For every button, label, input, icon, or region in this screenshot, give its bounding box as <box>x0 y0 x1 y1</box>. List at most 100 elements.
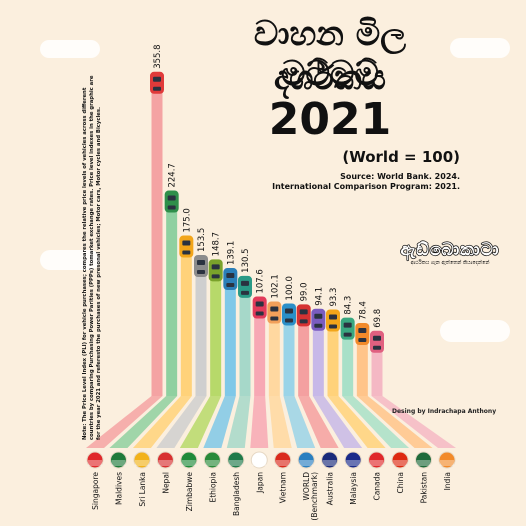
fan-band <box>356 396 433 448</box>
car-windshield-icon <box>314 313 323 319</box>
country-label: Zimbabwe <box>185 472 194 512</box>
bar <box>195 256 207 396</box>
country-label: India <box>443 472 452 490</box>
logo-tagline: ආර්ථිකය ගැන ඇත්තෙන් කියාදෙන්නේ <box>410 260 490 266</box>
country-flag-icon <box>368 451 386 469</box>
flag-stripe-icon <box>346 460 361 466</box>
designer-credit: Desing by Indrachapa Anthony <box>392 408 497 415</box>
bar <box>239 277 251 396</box>
bar <box>342 319 354 396</box>
country-label: China <box>396 472 405 493</box>
car-rear-window-icon <box>255 311 264 316</box>
country-label: Canada <box>373 472 382 501</box>
value-label: 94.1 <box>314 287 324 306</box>
world-benchmark-note: (World = 100) <box>342 148 460 166</box>
flag-stripe-icon <box>299 460 314 466</box>
flag-stripe-icon <box>275 460 290 466</box>
country-flag-icon <box>274 451 292 469</box>
car-rear-window-icon <box>343 332 352 337</box>
car-rear-window-icon <box>314 323 323 328</box>
bar <box>356 325 368 396</box>
car-rear-window-icon <box>153 86 161 91</box>
car-rear-window-icon <box>167 205 176 210</box>
cloud-decoration <box>40 250 100 270</box>
country-flag-icon <box>250 451 268 469</box>
car-windshield-icon <box>285 308 293 314</box>
country-flag-icon <box>203 451 221 469</box>
car-windshield-icon <box>153 76 161 82</box>
country-flag-icon <box>86 451 104 469</box>
fan-band <box>156 396 207 448</box>
brand-logo: ඇඩ්බොකාටා ආර්ථිකය ගැන ඇත්තෙන් කියාදෙන්නේ <box>390 239 510 266</box>
source-line-2: International Comparison Program: 2021. <box>272 182 460 191</box>
country-label: Maldives <box>114 472 123 505</box>
bar <box>283 305 295 396</box>
flag-stripe-icon <box>205 460 220 466</box>
fan-band <box>327 396 386 448</box>
title-line-2: දර්ශකය <box>274 58 386 98</box>
car-windshield-icon <box>241 280 249 286</box>
car-windshield-icon <box>167 195 176 201</box>
car-windshield-icon <box>329 314 337 320</box>
cloud-decoration <box>40 40 100 58</box>
flag-stripe-icon <box>393 460 408 466</box>
fan-band <box>283 396 316 448</box>
car-windshield-icon <box>358 328 367 334</box>
bar <box>327 311 339 396</box>
fan-band <box>86 396 163 448</box>
car-rear-window-icon <box>211 274 220 279</box>
fan-band <box>203 396 236 448</box>
fan-band <box>226 396 251 448</box>
flags-layer <box>86 451 456 469</box>
bar <box>224 270 236 396</box>
country-flag-icon <box>415 451 433 469</box>
car-windshield-icon <box>182 240 191 246</box>
value-label: 93.3 <box>329 288 339 307</box>
country-flag-icon <box>109 451 127 469</box>
title-year: 2021 <box>268 94 392 145</box>
flag-stripe-icon <box>252 460 267 466</box>
car-rear-window-icon <box>182 250 191 255</box>
car-rear-window-icon <box>285 318 293 323</box>
country-label: Nepal <box>161 472 170 494</box>
country-label: Japan <box>255 472 264 494</box>
value-label: 139.1 <box>226 241 236 265</box>
car-windshield-icon <box>211 264 220 270</box>
flag-stripe-icon <box>111 460 126 466</box>
value-label: 153.5 <box>197 228 207 252</box>
methodology-note: Note: The Price Level Index (PLI) for ve… <box>82 75 102 440</box>
car-windshield-icon <box>299 309 308 315</box>
flag-stripe-icon <box>369 460 384 466</box>
title-line-1: වාහන මිල මට්ටම් <box>253 14 407 94</box>
country-label: Sri Lanka <box>138 472 147 507</box>
country-flag-icon <box>344 451 362 469</box>
value-label: 99.0 <box>300 282 310 301</box>
value-label: 102.1 <box>270 274 280 298</box>
value-label: 100.0 <box>285 276 295 300</box>
bar <box>371 332 383 396</box>
country-flag-icon <box>391 451 409 469</box>
country-label: Vietnam <box>279 472 288 503</box>
car-windshield-icon <box>270 306 279 312</box>
value-label: 130.5 <box>241 248 251 272</box>
car-rear-window-icon <box>373 345 381 350</box>
country-flag-icon <box>227 451 245 469</box>
country-flag-icon <box>321 451 339 469</box>
country-label: WORLD(Benchmark) <box>302 472 319 521</box>
labels-layer: 355.8 Singapore 224.7 Maldives 175.0 Sri Lank… <box>91 44 452 520</box>
bar <box>298 306 310 396</box>
flag-stripe-icon <box>134 460 149 466</box>
fan-layer <box>86 396 456 448</box>
fan-band <box>268 396 292 448</box>
value-label: 148.7 <box>212 232 222 256</box>
bar <box>268 303 280 396</box>
country-label: Australia <box>326 472 335 505</box>
country-flag-icon <box>438 451 456 469</box>
car-rear-window-icon <box>241 290 249 295</box>
fan-band <box>371 396 456 448</box>
bar <box>166 192 178 396</box>
fan-band <box>109 396 178 448</box>
country-label: Singapore <box>91 472 100 510</box>
flag-stripe-icon <box>88 460 102 466</box>
